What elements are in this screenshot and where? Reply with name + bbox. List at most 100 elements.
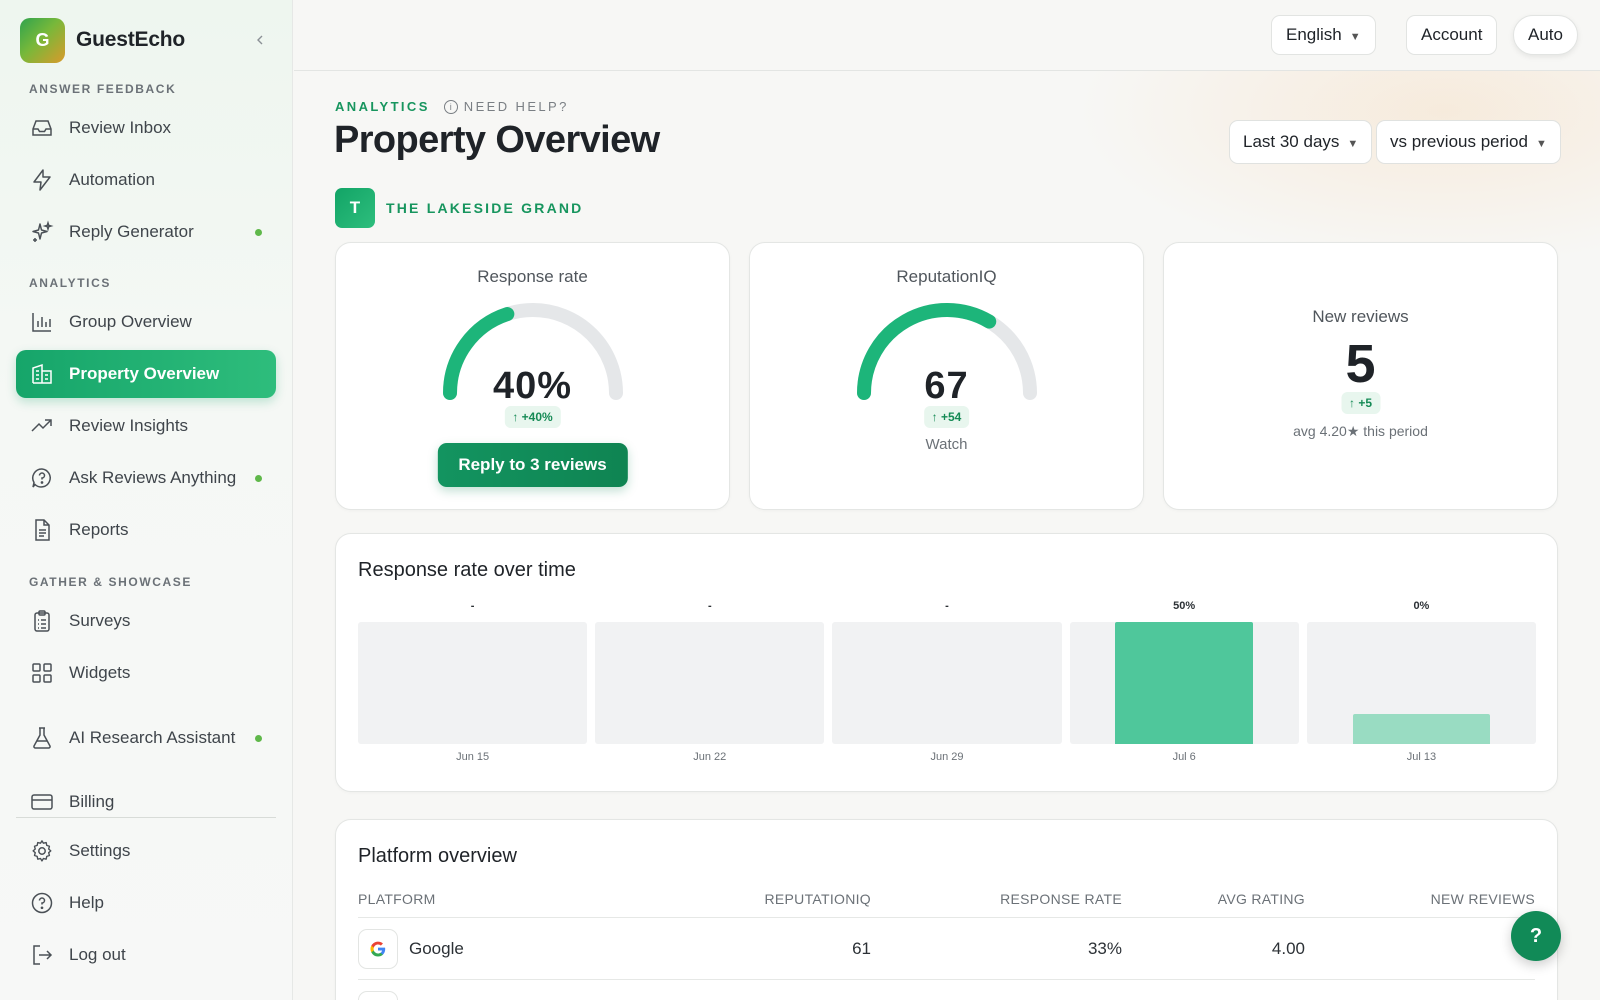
page-eyebrow: ANALYTICS i NEED HELP? <box>335 99 569 114</box>
info-icon: i <box>443 99 458 114</box>
sidebar-item-label: Reports <box>69 520 129 539</box>
sidebar-item-label: AI Research Assistant <box>69 728 236 747</box>
language-select[interactable]: English ▼ <box>1271 15 1376 55</box>
bar-track[interactable] <box>358 622 588 744</box>
compare-label: vs previous period <box>1390 132 1528 151</box>
status-dot <box>255 474 262 482</box>
new-reviews-value: 5 <box>1345 334 1376 394</box>
metric-title: New reviews <box>1312 307 1409 326</box>
platform-reputation: 61 <box>852 939 871 958</box>
sidebar-item-label: Surveys <box>69 611 131 630</box>
property-selector[interactable]: T THE LAKESIDE GRAND <box>335 188 584 228</box>
x-tick-label: Jul 6 <box>1172 751 1196 763</box>
sidebar-item-label: Group Overview <box>69 312 192 331</box>
lightning-icon <box>29 167 55 193</box>
inbox-icon <box>29 115 55 141</box>
gauge-fill <box>442 307 514 400</box>
reply-reviews-button[interactable]: Reply to 3 reviews <box>437 443 628 487</box>
sidebar-item-widgets[interactable]: Widgets <box>16 649 276 697</box>
sidebar-scroll-clip: Billing <box>16 790 276 812</box>
reputation-delta: ↑ +54 <box>923 406 970 428</box>
logout-icon <box>29 942 55 968</box>
sidebar-item-label: Log out <box>69 945 126 964</box>
sidebar-item-label: Property Overview <box>69 364 220 383</box>
clipboard-icon <box>29 608 55 634</box>
bar-value-label: 50% <box>1173 600 1196 612</box>
sidebar-item-label: Billing <box>69 792 115 811</box>
bar <box>1115 622 1253 744</box>
column-header-avg-rating: AVG RATING <box>1217 891 1305 907</box>
account-label: Account <box>1421 25 1483 44</box>
sparkles-icon <box>29 219 55 245</box>
sidebar-item-log-out[interactable]: Log out <box>16 931 276 979</box>
section-label-answer-feedback: ANSWER FEEDBACK <box>29 82 177 96</box>
sidebar-item-review-inbox[interactable]: Review Inbox <box>16 104 276 152</box>
sidebar-item-property-overview[interactable]: Property Overview <box>16 350 276 398</box>
sidebar-item-ai-research-assistant[interactable]: AI Research Assistant <box>16 714 276 762</box>
property-avatar: T <box>335 188 375 228</box>
sidebar-divider <box>16 817 276 818</box>
sidebar-item-group-overview[interactable]: Group Overview <box>16 298 276 346</box>
brand: G GuestEcho <box>20 17 272 63</box>
gear-icon <box>29 838 55 864</box>
help-chat-button[interactable]: ? <box>1511 911 1561 961</box>
google-logo-icon <box>358 929 398 969</box>
account-button[interactable]: Account <box>1406 15 1498 55</box>
new-reviews-delta: ↑ +5 <box>1340 392 1381 414</box>
eyebrow-section: ANALYTICS <box>335 99 430 114</box>
sidebar-item-label: Review Insights <box>69 416 189 435</box>
language-label: English <box>1286 25 1342 44</box>
sidebar-item-billing[interactable]: Billing <box>16 790 276 812</box>
need-help-link[interactable]: i NEED HELP? <box>443 99 569 114</box>
property-name: THE LAKESIDE GRAND <box>386 200 584 216</box>
bar-value-label: - <box>470 600 475 612</box>
column-header-new-reviews: NEW REVIEWS <box>1430 891 1535 907</box>
platform-title: Platform overview <box>358 845 517 867</box>
header-divider <box>358 917 1535 918</box>
section-label-analytics: ANALYTICS <box>29 276 111 290</box>
sidebar-item-label: Review Inbox <box>69 118 172 137</box>
response-rate-chart-card: Response rate over time - Jun 15 - Jun 22 - J… <box>335 533 1558 792</box>
chart-title: Response rate over time <box>358 559 576 581</box>
platform-overview-card: Platform overview PLATFORM REPUTATIONIQ … <box>335 819 1558 1000</box>
theme-toggle[interactable]: Auto <box>1513 15 1578 55</box>
column-header-platform: PLATFORM <box>358 891 436 907</box>
theme-label: Auto <box>1528 25 1563 44</box>
top-bar: English ▼ Account Auto <box>294 0 1600 71</box>
bar-track[interactable] <box>832 622 1062 744</box>
caret-down-icon: ▼ <box>1349 30 1361 43</box>
brand-name[interactable]: GuestEcho <box>76 28 186 51</box>
compare-select[interactable]: vs previous period ▼ <box>1376 120 1561 164</box>
sidebar-item-reports[interactable]: Reports <box>16 506 276 554</box>
sidebar-item-surveys[interactable]: Surveys <box>16 597 276 645</box>
bar-value-label: - <box>707 600 712 612</box>
brand-logo[interactable]: G <box>20 17 65 63</box>
collapse-sidebar-icon[interactable] <box>248 28 272 52</box>
period-label: Last 30 days <box>1243 132 1340 151</box>
sidebar-item-ask-reviews-anything[interactable]: Ask Reviews Anything <box>16 454 276 502</box>
bar-chart: - Jun 15 - Jun 22 - Jun 29 50% Jul 6 0% Jul 13 <box>358 600 1536 770</box>
sidebar-item-label: Ask Reviews Anything <box>69 468 237 487</box>
platform-logo-icon <box>358 991 398 1000</box>
new-reviews-card: New reviews 5 ↑ +5 avg 4.20★ this period <box>1163 242 1558 510</box>
help-circle-icon <box>29 890 55 916</box>
reputation-status: Watch <box>925 436 968 453</box>
column-header-reputationiq: REPUTATIONIQ <box>764 891 871 907</box>
bar <box>1352 714 1491 744</box>
sidebar-item-review-insights[interactable]: Review Insights <box>16 402 276 450</box>
bar-chart-icon <box>29 309 55 335</box>
period-select[interactable]: Last 30 days ▼ <box>1229 120 1373 164</box>
sidebar-item-automation[interactable]: Automation <box>16 156 276 204</box>
metric-title: Response rate <box>477 267 588 286</box>
sidebar-item-help[interactable]: Help <box>16 879 276 927</box>
caret-down-icon: ▼ <box>1535 137 1547 150</box>
metric-title: ReputationIQ <box>896 267 997 286</box>
sidebar-item-settings[interactable]: Settings <box>16 827 276 875</box>
bar-track[interactable] <box>595 622 825 744</box>
caret-down-icon: ▼ <box>1347 137 1359 150</box>
platform-avg-rating: 4.00 <box>1271 939 1305 958</box>
sidebar-item-reply-generator[interactable]: Reply Generator <box>16 208 276 256</box>
bar-value-label: 0% <box>1413 600 1430 612</box>
platform-response-rate: 33% <box>1087 939 1122 958</box>
sidebar-item-label: Settings <box>69 841 131 860</box>
